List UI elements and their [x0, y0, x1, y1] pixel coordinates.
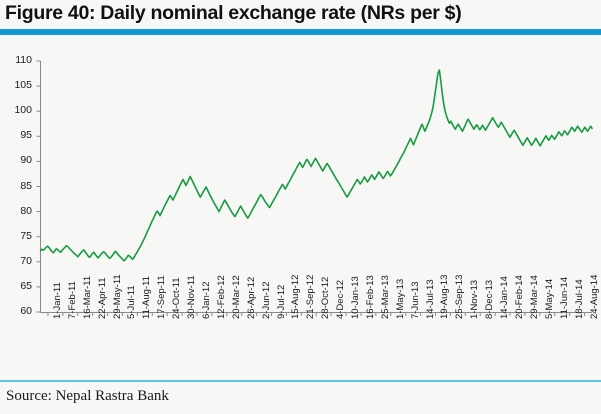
y-axis-tick-label: 100: [14, 104, 32, 117]
chart-axes: [36, 60, 592, 316]
y-axis-tick-label: 110: [15, 54, 32, 66]
x-axis-tick-label: 11-Jun-14: [558, 276, 570, 319]
x-axis-tick-label: 21-Sep-12: [305, 274, 317, 319]
line-chart-svg: [36, 60, 593, 316]
x-axis-tick-label: 18-Jul-14: [573, 279, 585, 319]
x-axis-tick-label: 25-Mar-13: [379, 275, 391, 319]
y-axis-tick-label: 85: [20, 179, 32, 192]
title-divider: [0, 29, 601, 35]
x-axis-tick-label: 16-Feb-13: [364, 275, 376, 319]
x-axis-tick-label: 24-Aug-14: [588, 274, 600, 319]
source-note: Source: Nepal Rastra Bank: [6, 388, 169, 404]
x-axis-tick-label: 14-Jan-14: [499, 276, 511, 319]
x-axis-tick-label: 25-Sep-13: [454, 274, 466, 319]
x-axis-tick-label: 6-Jan-12: [201, 281, 212, 320]
y-axis-tick-label: 95: [20, 129, 32, 142]
x-axis-tick-label: 7-Jun-13: [409, 281, 421, 320]
x-axis-tick-label: 29-May-11: [111, 274, 123, 319]
x-axis-tick-label: 7-Feb-11: [66, 281, 78, 319]
chart-plot-area: 60 65 70 75 80 85 90 95 100 105 110 1-Jan-11 7-Feb-…: [0, 38, 601, 375]
y-axis-tick-label: 80: [20, 204, 32, 217]
x-axis-tick-label: 17-Sep-11: [156, 275, 168, 319]
x-axis-tick-label: 20-Mar-12: [230, 275, 242, 319]
chart-series: [39, 69, 593, 262]
x-axis-tick-label: 5-May-14: [543, 278, 555, 319]
x-axis-tick-label: 20-Feb-14: [514, 275, 526, 319]
x-axis-tick-label: 19-Aug-13: [439, 274, 451, 319]
x-axis-tick-label: 4-Dec-12: [335, 279, 347, 319]
page-title: Figure 40: Daily nominal exchange rate (…: [5, 2, 462, 24]
x-axis-tick-label: 16-Mar-11: [81, 275, 93, 319]
x-axis-tick-label: 26-Apr-12: [245, 276, 257, 319]
x-axis-tick-label: 30-Nov-11: [186, 275, 198, 319]
y-axis-tick-label: 70: [20, 254, 32, 267]
x-axis-tick-label: 15-Aug-12: [290, 274, 302, 319]
x-axis-tick-label: 28-Oct-12: [320, 276, 332, 319]
x-axis-tick-label: 9-Jul-12: [275, 284, 287, 319]
x-axis-tick-label: 11-Aug-11: [141, 276, 153, 319]
y-axis-tick-label: 105: [14, 79, 32, 92]
x-axis-tick-label: 10-Jan-13: [350, 276, 362, 319]
x-axis-tick-label: 1-Nov-13: [469, 279, 481, 319]
x-axis-tick-label: 22-Apr-11: [96, 277, 108, 319]
x-axis-tick-label: 2-Jun-12: [260, 281, 272, 320]
x-axis-tick-label: 1-May-13: [394, 278, 406, 319]
x-axis-tick-label: 24-Oct-11: [171, 277, 183, 319]
x-axis-tick-label: 8-Dec-13: [484, 279, 496, 319]
x-axis-tick-label: 14-Jul-13: [424, 279, 436, 319]
footer-divider: [0, 380, 601, 382]
x-axis-tick-label: 1-Jan-11: [51, 282, 63, 319]
y-axis-tick-label: 65: [20, 279, 32, 292]
y-axis-tick-label: 60: [20, 305, 32, 317]
y-axis-tick-label: 75: [20, 229, 32, 242]
y-axis-tick-label: 90: [20, 154, 32, 167]
x-axis-tick-label: 29-Mar-14: [528, 275, 540, 319]
x-axis-tick-label: 12-Feb-12: [215, 275, 227, 319]
x-axis-tick-label: 5-Jul-11: [126, 285, 138, 319]
